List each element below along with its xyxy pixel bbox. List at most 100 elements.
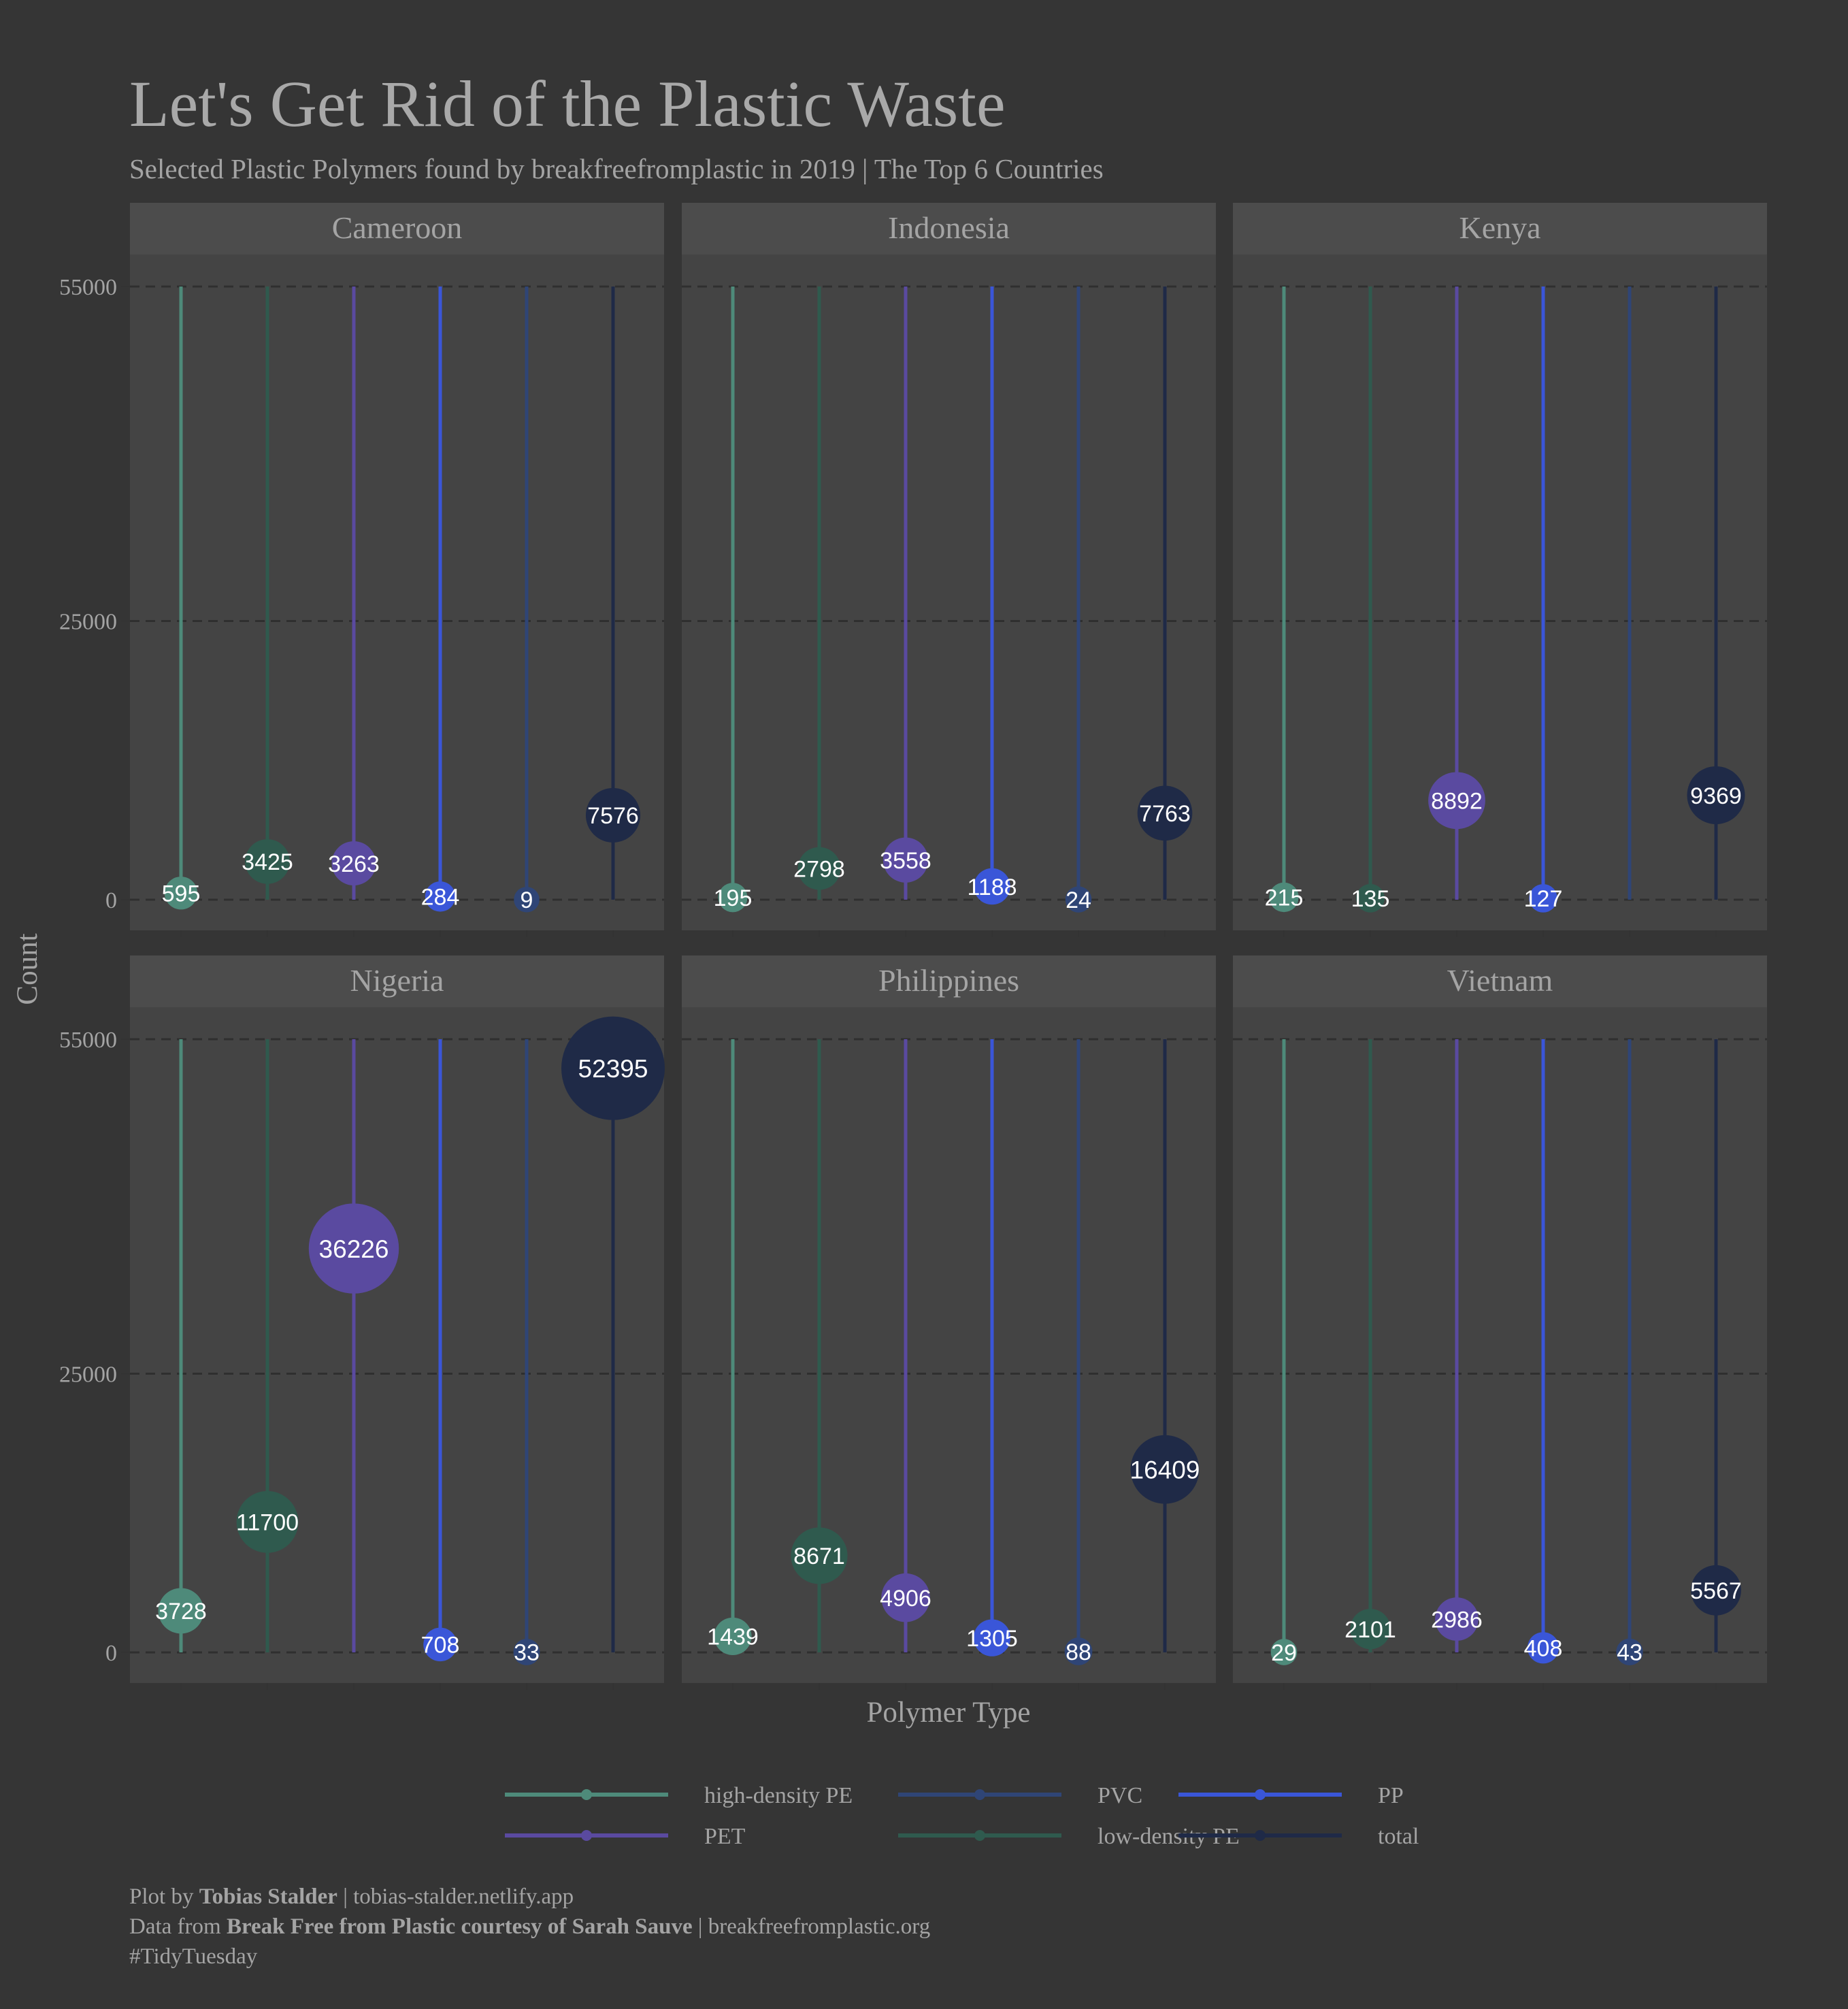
panel-background	[682, 255, 1216, 930]
panel-background	[1233, 1007, 1767, 1683]
point-low-density-pe	[797, 847, 841, 890]
y-axis-title: Count	[12, 933, 44, 1004]
data-label-total: 7763	[1139, 801, 1191, 827]
x-axis-title: Polymer Type	[866, 1697, 1030, 1729]
point-pet	[882, 837, 929, 883]
point-total	[1691, 1565, 1741, 1616]
data-label-pvc: 43	[1617, 1640, 1643, 1666]
point-pvc	[514, 887, 540, 913]
point-pp	[1529, 884, 1557, 913]
panel-background	[130, 255, 664, 930]
data-label-pet: 4906	[880, 1586, 931, 1612]
legend-key-point	[1255, 1830, 1266, 1841]
point-pp	[974, 868, 1010, 905]
data-label-pet: 3558	[880, 848, 931, 874]
point-pp	[423, 1627, 457, 1662]
facet-nigeria: Nigeria 3728 11700 36226 708 33 52395	[130, 956, 665, 1690]
y-tick-label: 0	[105, 888, 117, 913]
facet-strip-label: Nigeria	[350, 963, 444, 998]
point-pet	[1435, 1597, 1479, 1641]
data-label-total: 9369	[1690, 783, 1742, 809]
point-total	[1130, 1435, 1200, 1504]
data-label-pvc: 33	[514, 1640, 540, 1666]
caption-hashtag: #TidyTuesday	[129, 1944, 258, 1969]
point-total	[1137, 785, 1193, 841]
facet-philippines: Philippines 1439 8671 4906 1305 88 16409	[682, 956, 1216, 1690]
point-total	[1687, 766, 1745, 825]
data-label-high-density-pe: 1439	[707, 1624, 759, 1650]
legend-label: PVC	[1098, 1783, 1142, 1808]
data-label-pp: 408	[1524, 1636, 1563, 1662]
data-label-low-density-pe: 3425	[242, 849, 293, 875]
y-tick-label: 25000	[59, 1362, 117, 1387]
y-tick-label: 55000	[59, 1028, 117, 1053]
chart-subtitle: Selected Plastic Polymers found by break…	[129, 153, 1104, 184]
legend-label: total	[1378, 1824, 1419, 1849]
facet-cameroon: Cameroon 595 3425 3263 284 9 7576	[130, 203, 664, 937]
data-label-high-density-pe: 215	[1265, 885, 1304, 911]
data-label-high-density-pe: 195	[714, 885, 753, 911]
point-high-density-pe	[164, 877, 198, 910]
legend-item-pp: PP	[1178, 1783, 1404, 1808]
y-tick-label: 55000	[59, 275, 117, 300]
point-pet	[881, 1573, 930, 1622]
data-label-low-density-pe: 11700	[236, 1510, 299, 1536]
facet-strip	[682, 956, 1216, 1007]
chart-title: Let's Get Rid of the Plastic Waste	[129, 67, 1006, 140]
data-label-low-density-pe: 2798	[793, 856, 845, 882]
point-low-density-pe	[791, 1527, 848, 1584]
panel-background	[1233, 255, 1767, 930]
point-pet	[308, 1203, 399, 1294]
data-label-low-density-pe: 135	[1351, 886, 1390, 912]
point-low-density-pe	[245, 839, 290, 884]
point-low-density-pe	[1356, 883, 1385, 913]
point-pvc	[513, 1639, 540, 1665]
legend-item-total: total	[1178, 1824, 1419, 1849]
facet-indonesia: Indonesia 195 2798 3558 1188 24 7763	[682, 203, 1216, 937]
point-pvc	[1065, 886, 1092, 913]
data-label-pvc: 88	[1066, 1639, 1091, 1665]
point-pvc	[1616, 1638, 1643, 1665]
facet-kenya: Kenya 215 135 8892 127 9369	[1233, 203, 1767, 937]
point-total	[585, 787, 641, 843]
data-label-pet: 36226	[319, 1235, 389, 1263]
data-label-pet: 8892	[1431, 789, 1483, 815]
caption-author-site: | tobias-stalder.netlify.app	[337, 1884, 574, 1909]
caption-line-1: Plot by Tobias Stalder | tobias-stalder.…	[129, 1884, 574, 1909]
y-tick-label: 0	[105, 1641, 117, 1666]
data-label-pet: 2986	[1431, 1607, 1483, 1633]
data-label-total: 16409	[1130, 1456, 1200, 1484]
data-label-high-density-pe: 3728	[155, 1599, 207, 1624]
data-label-pet: 3263	[328, 851, 380, 877]
point-low-density-pe	[236, 1490, 299, 1553]
point-high-density-pe	[718, 883, 748, 913]
caption-author: Tobias Stalder	[199, 1884, 337, 1909]
data-label-low-density-pe: 2101	[1344, 1617, 1396, 1643]
data-label-high-density-pe: 595	[162, 881, 201, 906]
legend-item-pvc: PVC	[898, 1783, 1142, 1808]
data-label-pp: 1305	[966, 1626, 1018, 1652]
legend-key-point	[581, 1830, 592, 1841]
data-label-total: 7576	[587, 803, 639, 829]
point-high-density-pe	[158, 1588, 204, 1634]
y-tick-label: 25000	[59, 609, 117, 634]
caption: Plot by Tobias Stalder | tobias-stalder.…	[129, 1884, 930, 1969]
facet-strip	[1233, 956, 1767, 1007]
facet-strip	[682, 203, 1216, 255]
facet-panels: Cameroon 595 3425 3263 284 9 7576 0 25000 55000 In…	[59, 203, 1767, 1690]
facet-strip-label: Philippines	[878, 963, 1019, 998]
panel-background	[682, 1007, 1216, 1683]
panel-background	[130, 1007, 664, 1683]
legend-label: PET	[704, 1824, 746, 1849]
legend-key-point	[974, 1830, 985, 1841]
data-label-total: 52395	[578, 1055, 648, 1083]
legend-item-high-density-pe: high-density PE	[505, 1783, 853, 1808]
caption-data-source: Break Free from Plastic courtesy of Sara…	[227, 1914, 693, 1939]
point-high-density-pe	[1269, 882, 1299, 913]
data-label-pp: 1188	[967, 875, 1017, 900]
facet-strip	[1233, 203, 1767, 255]
facet-strip	[130, 956, 664, 1007]
data-label-pp: 127	[1524, 886, 1563, 912]
legend-label: high-density PE	[704, 1783, 853, 1808]
